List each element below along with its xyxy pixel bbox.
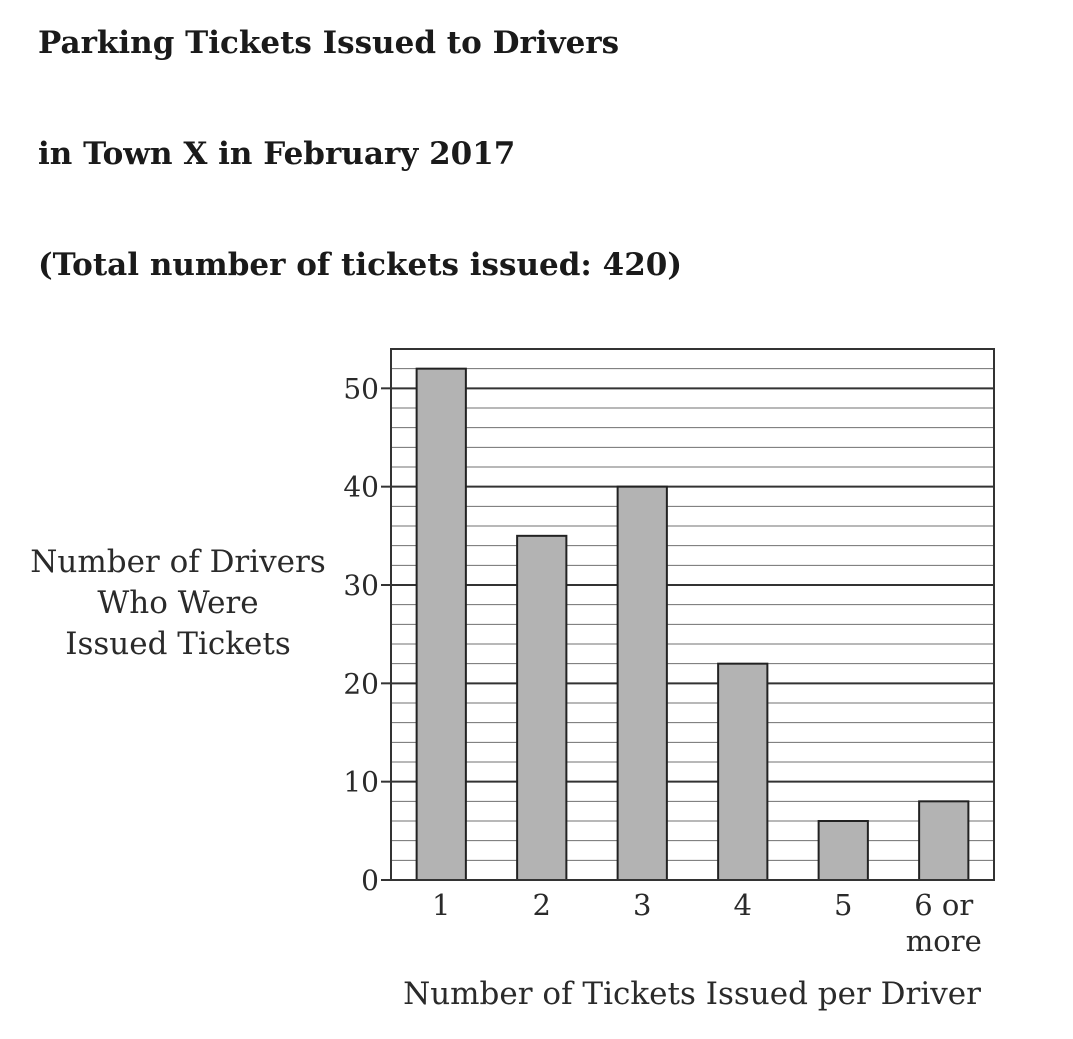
y-axis-label-line: Issued Tickets (65, 626, 291, 662)
y-tick-label: 10 (343, 766, 379, 799)
y-axis-label-line: Number of Drivers (30, 544, 326, 580)
x-tick-label-line: more (906, 924, 982, 958)
y-tick-labels: 0 10 20 30 40 50 (343, 372, 379, 897)
axes (381, 348, 995, 881)
plot-frame (390, 348, 995, 881)
chart-title-line-1: Parking Tickets Issued to Drivers (38, 25, 620, 61)
x-tick-label: 2 (533, 888, 551, 922)
bar-4 (717, 662, 769, 882)
bar-3 (616, 485, 668, 881)
x-tick-label-line: 6 or (914, 888, 973, 922)
x-tick-label-line: 2 (533, 888, 551, 922)
chart-subtitle-total: (Total number of tickets issued: 420) (38, 247, 683, 283)
y-tick-label: 40 (343, 471, 379, 504)
y-axis-label-line: Who Were (97, 585, 258, 621)
x-tick-label: 5 (834, 888, 852, 922)
bar-5 (817, 820, 869, 881)
x-tick-label-line: 4 (734, 888, 752, 922)
y-tick-label: 30 (343, 569, 379, 602)
y-tick-label: 50 (343, 372, 379, 405)
x-tick-label-line: 1 (432, 888, 450, 922)
chart-title-line-2: in Town X in February 2017 (38, 136, 516, 172)
bar-2 (516, 534, 568, 881)
y-tick-label: 20 (343, 667, 379, 700)
bar-6 (918, 800, 970, 881)
x-tick-label: 4 (734, 888, 752, 922)
grid-lines (391, 368, 994, 861)
y-axis-label: Number of Drivers Who Were Issued Tickets (30, 544, 326, 662)
x-axis-label: Number of Tickets Issued per Driver (403, 976, 981, 1012)
y-tick-label: 0 (361, 864, 379, 897)
x-tick-label-line: 5 (834, 888, 852, 922)
x-tick-labels: 1 2 3 4 5 6 or more (432, 888, 982, 958)
x-tick-label: 1 (432, 888, 450, 922)
x-tick-label: 6 or more (906, 888, 982, 958)
x-tick-label-line: 3 (633, 888, 651, 922)
x-tick-label: 3 (633, 888, 651, 922)
bars (415, 367, 970, 882)
bar-1 (415, 367, 467, 881)
